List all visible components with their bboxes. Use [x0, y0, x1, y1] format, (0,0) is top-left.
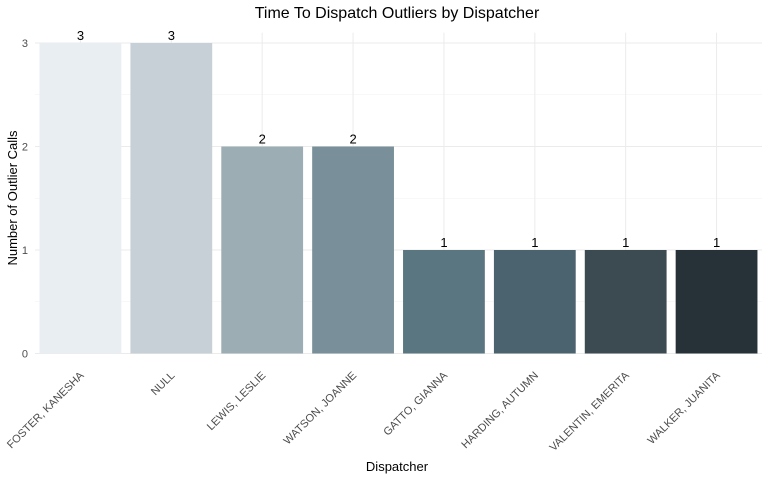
- data-label: 2: [349, 132, 356, 147]
- data-label: 1: [713, 235, 720, 250]
- y-axis-ticks: 0 1 2 3: [22, 38, 28, 361]
- bar: [130, 43, 213, 354]
- bar: [584, 250, 667, 354]
- bar: [312, 146, 394, 354]
- x-tick-label: NULL: [149, 370, 177, 398]
- x-tick-label: WATSON, JOANNE: [282, 370, 360, 448]
- bar: [39, 43, 122, 354]
- bar: [403, 250, 485, 354]
- data-labels: 3 3 2 2 1 1 1 1: [77, 28, 720, 250]
- y-axis-title: Number of Outlier Calls: [5, 130, 20, 266]
- x-tick-label: VALENTIN, EMERITA: [548, 369, 633, 454]
- bar: [493, 250, 576, 354]
- y-tick-label: 3: [22, 38, 28, 50]
- bar: [221, 146, 304, 354]
- y-tick-label: 0: [22, 349, 28, 361]
- x-axis-title: Dispatcher: [366, 459, 429, 474]
- data-label: 2: [259, 132, 266, 147]
- x-tick-label: HARDING, AUTUMN: [459, 370, 541, 452]
- x-tick-label: FOSTER, KANESHA: [5, 369, 87, 451]
- x-tick-label: WALKER, JUANITA: [645, 369, 723, 447]
- x-tick-label: LEWIS, LESLIE: [205, 370, 268, 433]
- bar: [675, 250, 758, 354]
- y-tick-label: 2: [22, 142, 28, 154]
- data-label: 1: [531, 235, 538, 250]
- x-axis-ticks: FOSTER, KANESHA NULL LEWIS, LESLIE WATSON, …: [5, 369, 723, 454]
- bars: [39, 43, 758, 354]
- x-tick-label: GATTO, GIANNA: [381, 369, 450, 438]
- data-label: 3: [168, 28, 175, 43]
- data-label: 3: [77, 28, 84, 43]
- data-label: 1: [440, 235, 447, 250]
- chart-title: Time To Dispatch Outliers by Dispatcher: [255, 5, 540, 22]
- y-tick-label: 1: [22, 245, 28, 257]
- data-label: 1: [622, 235, 629, 250]
